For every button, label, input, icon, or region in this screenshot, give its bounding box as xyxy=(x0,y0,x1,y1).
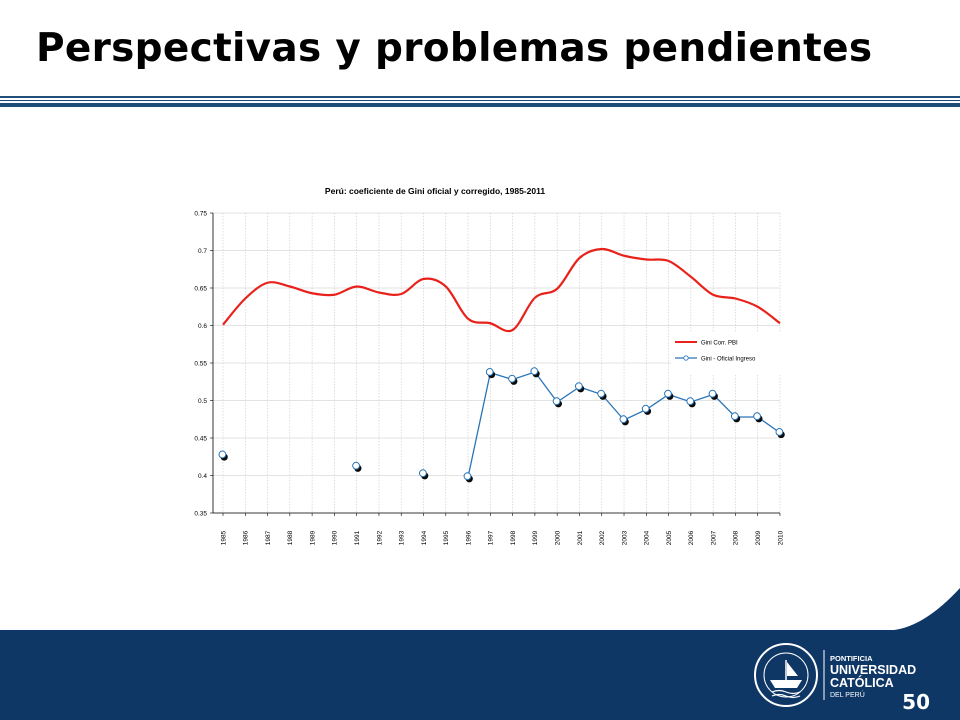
x-tick-label: 2006 xyxy=(688,530,695,545)
x-tick-label: 1987 xyxy=(265,530,272,545)
data-point-gini-oficial xyxy=(664,389,672,398)
page-number: 50 xyxy=(902,690,930,714)
data-point-gini-oficial xyxy=(753,412,761,421)
data-point-gini-oficial xyxy=(218,450,227,459)
x-tick-label: 1985 xyxy=(220,530,227,545)
y-tick-label: 0.35 xyxy=(194,511,207,518)
x-tick-label: 1996 xyxy=(465,530,472,545)
x-tick-label: 2010 xyxy=(777,530,784,545)
data-point-gini-oficial xyxy=(508,374,516,383)
y-tick-label: 0.75 xyxy=(194,211,207,218)
y-tick-label: 0.65 xyxy=(194,286,207,293)
data-point-gini-oficial xyxy=(530,367,539,376)
legend-marker-gini-oficial xyxy=(683,355,689,361)
x-tick-label: 2007 xyxy=(710,530,717,545)
x-tick-label: 2002 xyxy=(599,530,606,545)
legend-box xyxy=(671,332,789,374)
y-tick-label: 0.6 xyxy=(198,323,207,330)
x-tick-label: 2009 xyxy=(755,530,762,545)
logo-text-line4: DEL PERÚ xyxy=(830,690,865,699)
data-point-gini-oficial xyxy=(463,472,472,481)
data-point-gini-oficial xyxy=(730,412,739,421)
logo-text-line2: UNIVERSIDAD xyxy=(830,663,916,677)
data-point-gini-oficial xyxy=(485,368,494,376)
y-tick-label: 0.5 xyxy=(198,398,207,405)
logo-text-line1: PONTIFICIA xyxy=(830,654,873,663)
x-tick-label: 1989 xyxy=(309,530,316,545)
data-point-gini-oficial xyxy=(597,389,606,398)
seal-icon xyxy=(754,643,818,707)
y-tick-label: 0.55 xyxy=(194,361,207,368)
x-tick-label: 1999 xyxy=(532,530,539,545)
y-tick-label: 0.7 xyxy=(198,248,207,255)
gini-line-chart: Perú: coeficiente de Gini oficial y corr… xyxy=(194,186,789,545)
x-tick-label: 1988 xyxy=(287,530,294,545)
data-point-gini-oficial xyxy=(686,397,695,406)
data-point-gini-oficial xyxy=(352,461,360,470)
data-point-gini-oficial xyxy=(552,397,561,406)
data-point-gini-oficial xyxy=(641,404,650,413)
x-tick-label: 2004 xyxy=(644,530,651,545)
data-point-gini-oficial xyxy=(775,428,784,436)
title-rule xyxy=(0,96,960,108)
chart-title: Perú: coeficiente de Gini oficial y corr… xyxy=(325,186,545,196)
x-tick-label: 1997 xyxy=(488,530,495,545)
x-tick-label: 1991 xyxy=(354,530,361,545)
footer-band xyxy=(0,588,960,720)
logo-text-line3: CATÓLICA xyxy=(830,675,894,690)
y-tick-label: 0.45 xyxy=(194,436,207,443)
x-tick-label: 2005 xyxy=(666,530,673,545)
y-tick-label: 0.4 xyxy=(198,473,207,480)
x-tick-label: 2001 xyxy=(577,530,584,545)
university-logo: PONTIFICIA UNIVERSIDAD CATÓLICA DEL PERÚ xyxy=(754,643,916,707)
x-tick-label: 1998 xyxy=(510,530,517,545)
legend-label-gini-corr-pbi: Gini Corr. PBI xyxy=(701,340,738,346)
data-point-gini-oficial xyxy=(708,389,717,398)
x-tick-label: 2000 xyxy=(554,530,561,545)
x-tick-label: 1994 xyxy=(421,530,428,545)
x-tick-label: 1992 xyxy=(376,530,383,545)
x-tick-label: 1986 xyxy=(243,530,250,545)
x-tick-label: 2008 xyxy=(733,530,740,545)
series-line-gini-corr-pbi xyxy=(222,247,781,333)
x-tick-label: 1995 xyxy=(443,530,450,545)
slide-title: Perspectivas y problemas pendientes xyxy=(36,26,873,71)
x-tick-label: 1993 xyxy=(399,530,406,545)
legend-label-gini-oficial: Gini - Oficial Ingreso xyxy=(701,356,756,362)
data-point-gini-oficial xyxy=(619,415,628,424)
data-point-gini-oficial xyxy=(574,382,583,391)
x-tick-label: 2003 xyxy=(621,530,628,545)
data-point-gini-oficial xyxy=(419,469,427,478)
x-tick-label: 1990 xyxy=(332,530,339,545)
